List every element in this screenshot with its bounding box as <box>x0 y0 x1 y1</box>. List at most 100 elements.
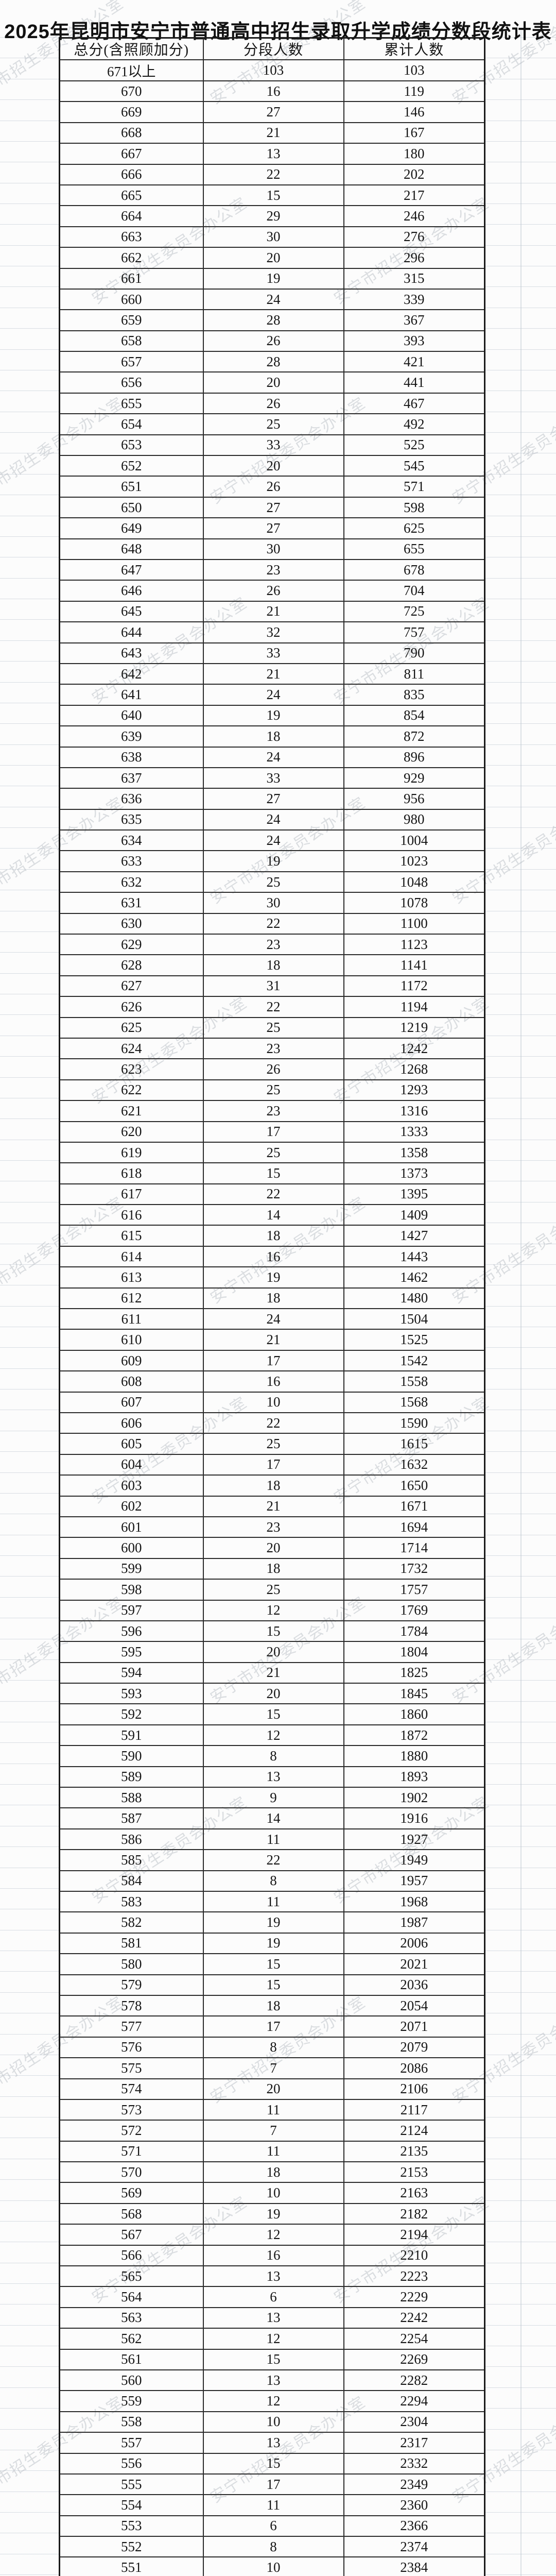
cell-score: 645 <box>59 600 204 623</box>
cell-cumulative-count: 1732 <box>343 1557 485 1580</box>
cell-cumulative-count: 167 <box>343 122 485 144</box>
cell-segment-count: 14 <box>202 1807 344 1829</box>
cell-score: 558 <box>59 2411 204 2433</box>
gridline-horizontal <box>0 328 59 329</box>
cell-score: 661 <box>59 267 204 290</box>
cell-score: 586 <box>59 1828 204 1851</box>
cell-segment-count: 25 <box>202 871 344 893</box>
cell-cumulative-count: 2374 <box>343 2536 485 2558</box>
cell-segment-count: 21 <box>202 1662 344 1684</box>
table-row: 559 12 2294 <box>59 2390 485 2412</box>
gridline-horizontal <box>0 1118 59 1120</box>
cell-segment-count: 11 <box>202 2098 344 2121</box>
gridline-horizontal <box>484 1451 556 1452</box>
cell-score: 576 <box>59 2036 204 2059</box>
table-row: 577 17 2071 <box>59 2015 485 2038</box>
cell-segment-count: 12 <box>202 1599 344 1621</box>
table-row: 580 15 2021 <box>59 1953 485 1975</box>
cell-segment-count: 22 <box>202 996 344 1018</box>
gridline-horizontal <box>484 640 556 641</box>
cell-segment-count: 23 <box>202 1037 344 1060</box>
cell-cumulative-count: 441 <box>343 371 485 394</box>
gridline-horizontal <box>484 2283 556 2284</box>
cell-segment-count: 15 <box>202 184 344 207</box>
cell-segment-count: 20 <box>202 1537 344 1559</box>
score-distribution-table: 总分(含照顾加分) 分段人数 累计人数 671以上 103 103 670 16 119 6… <box>59 37 485 2576</box>
cell-cumulative-count: 2036 <box>343 1974 485 1996</box>
cell-segment-count: 26 <box>202 330 344 352</box>
table-row: 565 13 2223 <box>59 2265 485 2287</box>
cell-cumulative-count: 571 <box>343 476 485 498</box>
cell-segment-count: 21 <box>202 1495 344 1517</box>
gridline-horizontal <box>0 1368 59 1369</box>
gridline-horizontal <box>484 827 556 828</box>
cell-cumulative-count: 1757 <box>343 1579 485 1601</box>
cell-segment-count: 11 <box>202 1890 344 1913</box>
cell-score: 627 <box>59 975 204 997</box>
table-row: 622 25 1293 <box>59 1079 485 1101</box>
cell-cumulative-count: 2269 <box>343 2348 485 2370</box>
cell-score: 621 <box>59 1100 204 1122</box>
gridline-horizontal <box>0 1493 59 1494</box>
gridline-horizontal <box>484 1888 556 1889</box>
table-row: 670 16 119 <box>59 80 485 103</box>
cell-cumulative-count: 1172 <box>343 975 485 997</box>
gridline-horizontal <box>484 2221 556 2222</box>
cell-segment-count: 18 <box>202 2161 344 2183</box>
table-row: 660 24 339 <box>59 288 485 311</box>
cell-score: 631 <box>59 892 204 914</box>
gridline-horizontal <box>484 1014 556 1015</box>
cell-segment-count: 15 <box>202 1162 344 1184</box>
cell-segment-count: 26 <box>202 392 344 415</box>
cell-score: 647 <box>59 558 204 581</box>
gridline-horizontal <box>484 1597 556 1598</box>
table-row: 642 21 811 <box>59 663 485 685</box>
cell-cumulative-count: 2332 <box>343 2452 485 2475</box>
cell-segment-count: 6 <box>202 2286 344 2308</box>
gridline-horizontal <box>484 2200 556 2201</box>
table-row: 553 6 2366 <box>59 2515 485 2537</box>
gridline-horizontal <box>0 2574 59 2575</box>
cell-segment-count: 23 <box>202 1516 344 1538</box>
cell-score: 603 <box>59 1475 204 1497</box>
cell-score: 562 <box>59 2328 204 2350</box>
cell-cumulative-count: 1504 <box>343 1308 485 1330</box>
cell-cumulative-count: 467 <box>343 392 485 415</box>
cell-cumulative-count: 1671 <box>343 1495 485 1517</box>
cell-segment-count: 15 <box>202 1620 344 1642</box>
table-row: 617 22 1395 <box>59 1183 485 1206</box>
gridline-horizontal <box>484 1472 556 1473</box>
gridline-horizontal <box>484 1493 556 1494</box>
table-row: 663 30 276 <box>59 226 485 248</box>
gridline-horizontal <box>0 245 59 246</box>
cell-cumulative-count: 1968 <box>343 1890 485 1913</box>
cell-cumulative-count: 896 <box>343 746 485 768</box>
cell-segment-count: 20 <box>202 2078 344 2100</box>
gridline-horizontal <box>0 2200 59 2201</box>
cell-score: 569 <box>59 2182 204 2204</box>
table-row: 585 22 1949 <box>59 1849 485 1871</box>
cell-cumulative-count: 1242 <box>343 1037 485 1060</box>
cell-cumulative-count: 725 <box>343 600 485 623</box>
cell-cumulative-count: 1293 <box>343 1079 485 1101</box>
cell-score: 588 <box>59 1787 204 1809</box>
cell-score: 663 <box>59 226 204 248</box>
cell-score: 575 <box>59 2057 204 2079</box>
cell-cumulative-count: 872 <box>343 725 485 748</box>
cell-segment-count: 13 <box>202 2265 344 2287</box>
cell-score: 552 <box>59 2536 204 2558</box>
cell-cumulative-count: 339 <box>343 288 485 311</box>
table-row: 608 16 1558 <box>59 1370 485 1393</box>
gridline-horizontal <box>0 2470 59 2471</box>
cell-score: 638 <box>59 746 204 768</box>
cell-cumulative-count: 1957 <box>343 1870 485 1892</box>
gridline-horizontal <box>484 2470 556 2471</box>
table-row: 655 26 467 <box>59 392 485 415</box>
table-row: 626 22 1194 <box>59 996 485 1018</box>
table-row: 601 23 1694 <box>59 1516 485 1538</box>
table-row: 596 15 1784 <box>59 1620 485 1642</box>
cell-segment-count: 24 <box>202 808 344 831</box>
cell-segment-count: 26 <box>202 476 344 498</box>
gridline-horizontal <box>484 682 556 683</box>
gridline-horizontal <box>484 2387 556 2388</box>
